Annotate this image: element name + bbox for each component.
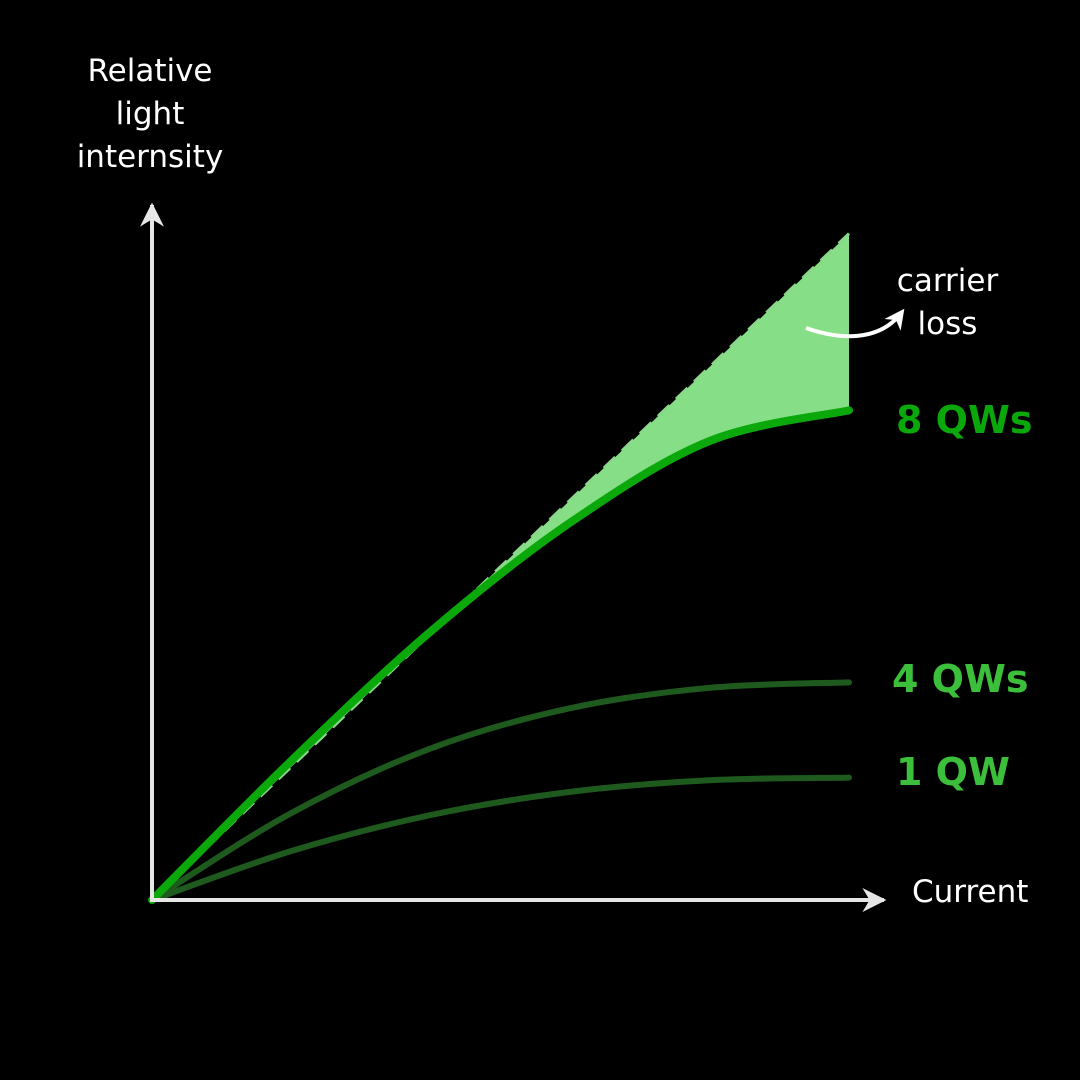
y-axis-label-line: light xyxy=(115,96,185,132)
y-axis-label: Relative light internsity xyxy=(40,50,260,179)
series-line-8-qws xyxy=(148,406,853,904)
series-line-1-qw xyxy=(149,774,852,903)
x-axis-label: Current xyxy=(912,874,1029,910)
ideal-linear-line xyxy=(150,232,851,902)
annotation-line: loss xyxy=(917,306,978,342)
carrier-loss-pointer xyxy=(805,308,905,339)
series-label-1-qw: 1 QW xyxy=(896,750,1010,794)
y-axis-label-line: Relative xyxy=(87,53,213,89)
carrier-loss-annotation: carrier loss xyxy=(880,260,1015,346)
y-axis-label-line: internsity xyxy=(76,139,224,175)
series-label-4-qws: 4 QWs xyxy=(892,657,1029,701)
annotation-line: carrier xyxy=(896,263,999,299)
series-label-8-qws: 8 QWs xyxy=(896,398,1033,442)
series-line-4-qws xyxy=(149,679,852,903)
